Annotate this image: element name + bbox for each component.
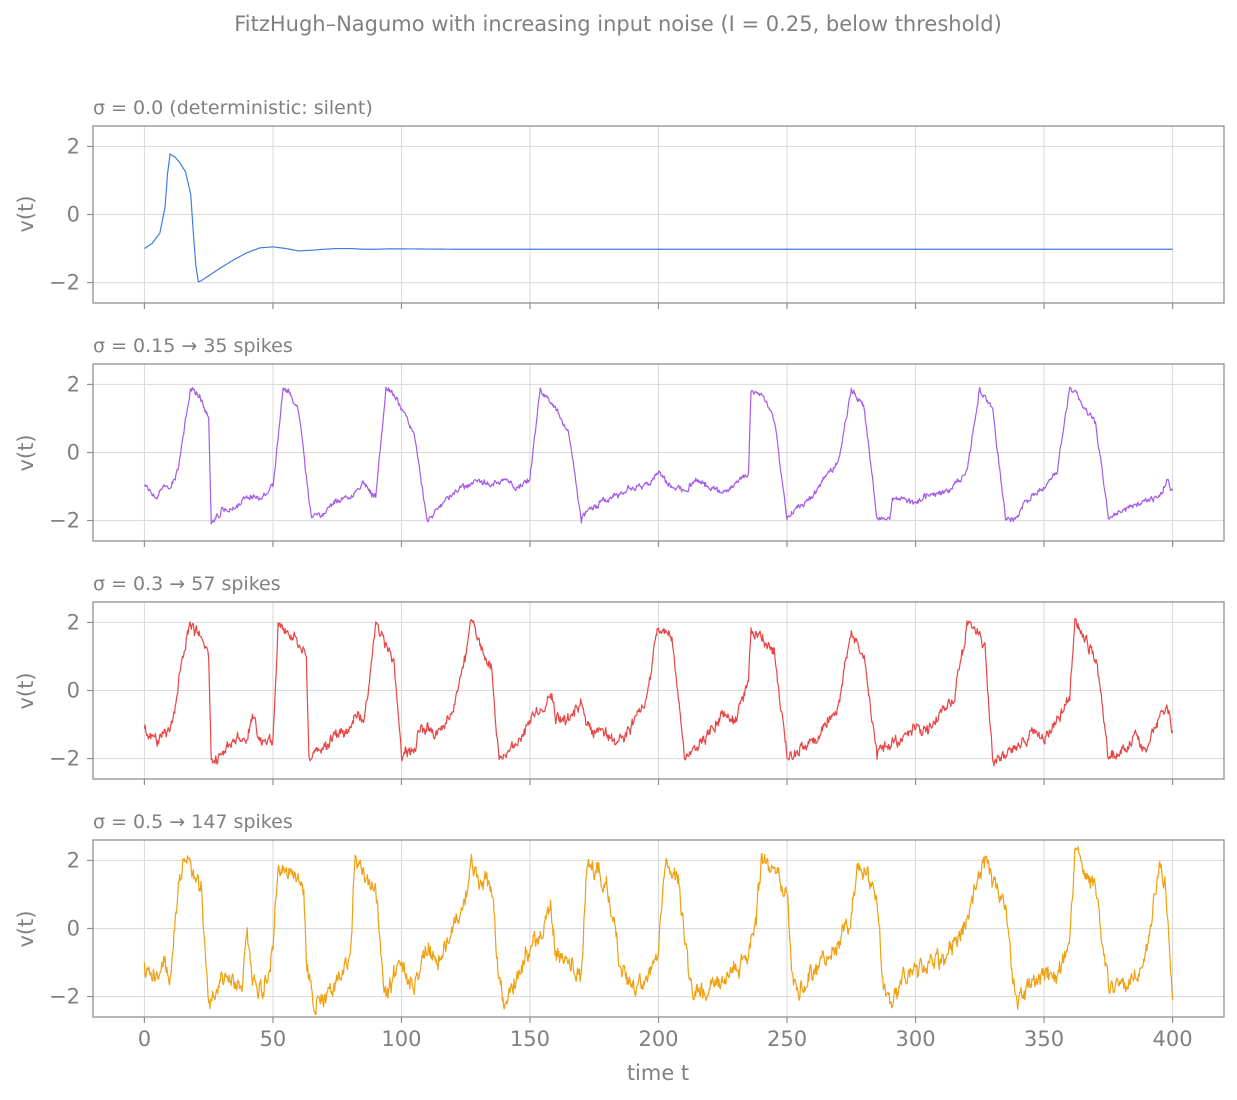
x-tick-label: 250: [767, 1027, 807, 1051]
y-tick-label: 2: [67, 134, 80, 158]
panel-title: σ = 0.0 (deterministic: silent): [93, 97, 373, 119]
y-tick-label: 2: [67, 372, 80, 396]
y-axis-label: v(t): [14, 434, 38, 471]
x-tick-label: 350: [1024, 1027, 1064, 1051]
x-tick-label: 200: [638, 1027, 678, 1051]
signal-trace: [143, 846, 1174, 1016]
axes-frame: [92, 363, 1225, 542]
panel-sigma-015: σ = 0.15 → 35 spikes v(t) −2 0 2: [14, 335, 1225, 547]
y-tick-label: 2: [67, 848, 80, 872]
signal-trace: [143, 617, 1174, 767]
x-tick-label: 0: [138, 1027, 151, 1051]
panel-sigma-05: σ = 0.5 → 147 spikes v(t) 0 50 100 150 200 25…: [14, 811, 1225, 1051]
x-tick-label: 50: [260, 1027, 287, 1051]
axes-frame: [92, 601, 1225, 780]
panel-sigma-0: σ = 0.0 (deterministic: silent) v(t) −2 0…: [14, 97, 1225, 309]
figure-title: FitzHugh–Nagumo with increasing input no…: [234, 12, 1002, 36]
signal-trace: [143, 386, 1174, 525]
y-tick-label: 2: [67, 610, 80, 634]
y-tick-label: 0: [67, 203, 80, 227]
y-tick-label: 0: [67, 679, 80, 703]
panel-title: σ = 0.5 → 147 spikes: [93, 811, 293, 833]
y-tick-label: −2: [49, 747, 80, 771]
y-axis-label: v(t): [14, 910, 38, 947]
signal-trace: [144, 153, 1173, 283]
x-tick-label: 150: [510, 1027, 550, 1051]
axes-frame: [92, 839, 1225, 1018]
axes-frame: [92, 125, 1225, 304]
x-tick-label: 100: [381, 1027, 421, 1051]
y-tick-label: −2: [49, 985, 80, 1009]
y-tick-label: 0: [67, 441, 80, 465]
y-tick-label: −2: [49, 509, 80, 533]
y-axis-label: v(t): [14, 195, 38, 232]
x-tick-label: 300: [895, 1027, 935, 1051]
x-axis-label: time t: [627, 1061, 689, 1085]
panel-title: σ = 0.15 → 35 spikes: [93, 335, 293, 357]
y-tick-label: 0: [67, 917, 80, 941]
panel-sigma-03: σ = 0.3 → 57 spikes v(t) −2 0 2: [14, 573, 1225, 785]
panel-title: σ = 0.3 → 57 spikes: [93, 573, 281, 595]
y-tick-label: −2: [49, 271, 80, 295]
y-axis-label: v(t): [14, 672, 38, 709]
x-tick-label: 400: [1153, 1027, 1193, 1051]
